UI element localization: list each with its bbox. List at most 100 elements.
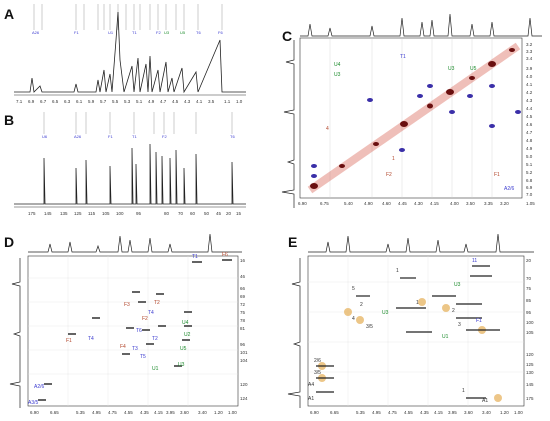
svg-text:5.1: 5.1 xyxy=(526,162,533,167)
svg-text:F2: F2 xyxy=(142,316,148,322)
svg-text:95: 95 xyxy=(136,211,142,216)
svg-text:4.55: 4.55 xyxy=(404,410,413,415)
svg-text:U3: U3 xyxy=(448,66,455,72)
svg-text:4.75: 4.75 xyxy=(388,410,397,415)
svg-text:175: 175 xyxy=(526,396,534,401)
svg-text:4: 4 xyxy=(352,316,355,322)
svg-text:A1: A1 xyxy=(308,396,314,402)
svg-text:5.35: 5.35 xyxy=(76,410,85,415)
svg-text:105: 105 xyxy=(526,330,534,335)
svg-text:F2: F2 xyxy=(386,172,392,178)
svg-text:4.95: 4.95 xyxy=(92,410,101,415)
svg-text:15: 15 xyxy=(236,211,242,216)
svg-text:104: 104 xyxy=(240,358,248,363)
svg-text:U2: U2 xyxy=(184,332,191,338)
svg-text:6.8: 6.8 xyxy=(526,178,533,183)
svg-text:45: 45 xyxy=(216,211,222,216)
svg-text:3.3: 3.3 xyxy=(526,49,533,54)
svg-text:3.4: 3.4 xyxy=(526,56,533,61)
svg-text:4.9: 4.9 xyxy=(526,146,533,151)
svg-text:75: 75 xyxy=(526,286,532,291)
svg-text:120: 120 xyxy=(526,352,534,357)
svg-text:4.15: 4.15 xyxy=(434,410,443,415)
svg-text:7.1: 7.1 xyxy=(16,99,23,104)
svg-text:4.75: 4.75 xyxy=(108,410,117,415)
svg-text:F6: F6 xyxy=(222,252,228,258)
svg-text:3/5: 3/5 xyxy=(314,370,321,376)
svg-text:3.5: 3.5 xyxy=(208,99,215,104)
svg-text:F2: F2 xyxy=(162,134,167,139)
svg-text:T1: T1 xyxy=(132,30,137,35)
svg-text:U4: U4 xyxy=(182,320,189,326)
svg-text:T5: T5 xyxy=(140,354,146,360)
panel-b-label: B xyxy=(4,112,15,128)
svg-text:3.9: 3.9 xyxy=(526,66,533,71)
svg-text:A26: A26 xyxy=(74,134,82,139)
svg-text:50: 50 xyxy=(204,211,210,216)
svg-text:T1: T1 xyxy=(132,134,137,139)
svg-text:6.1: 6.1 xyxy=(76,99,83,104)
svg-text:A2/6: A2/6 xyxy=(504,186,515,192)
svg-text:69: 69 xyxy=(240,294,246,299)
svg-text:5.9: 5.9 xyxy=(88,99,95,104)
svg-text:3.95: 3.95 xyxy=(166,410,175,415)
svg-text:1: 1 xyxy=(416,300,419,306)
svg-text:135: 135 xyxy=(60,211,68,216)
svg-text:U3: U3 xyxy=(164,30,170,35)
svg-text:T1: T1 xyxy=(400,54,406,60)
svg-text:6.90: 6.90 xyxy=(310,410,319,415)
svg-text:1.0: 1.0 xyxy=(236,99,243,104)
svg-text:T6: T6 xyxy=(230,134,235,139)
svg-text:U4: U4 xyxy=(334,62,341,68)
svg-text:3.60: 3.60 xyxy=(180,410,189,415)
svg-text:F4: F4 xyxy=(120,344,126,350)
panel-e-hmbc-spectrum: 11 F1 1 5 2 4 3/5 1 2 3 2/6 3/5 A4 A1 A1 1 U3 U1 U3 6.… xyxy=(287,233,534,415)
svg-text:5.35: 5.35 xyxy=(356,410,365,415)
svg-text:1.20: 1.20 xyxy=(500,410,509,415)
svg-text:F6: F6 xyxy=(218,30,223,35)
svg-text:6.75: 6.75 xyxy=(320,201,329,206)
svg-text:115: 115 xyxy=(88,211,96,216)
svg-text:T2: T2 xyxy=(152,336,158,342)
svg-text:6.90: 6.90 xyxy=(30,410,39,415)
svg-text:70: 70 xyxy=(526,276,532,281)
svg-text:4.4: 4.4 xyxy=(526,106,533,111)
svg-text:U1: U1 xyxy=(152,366,159,372)
svg-text:1.00: 1.00 xyxy=(514,410,523,415)
svg-text:120: 120 xyxy=(240,382,248,387)
svg-text:1: 1 xyxy=(462,388,465,394)
panel-a-proton-spectrum: A26 F1 U1 T1 F2 T6 F6 U3 U5 7.1 6.9 6.7 6.5 6.3 6.1 5… xyxy=(14,4,246,104)
svg-text:4.7: 4.7 xyxy=(526,130,533,135)
svg-text:T1: T1 xyxy=(192,254,198,260)
svg-text:F1: F1 xyxy=(74,30,79,35)
svg-text:3/5: 3/5 xyxy=(366,324,373,330)
svg-text:1.00: 1.00 xyxy=(228,410,237,415)
svg-text:4.00: 4.00 xyxy=(450,201,459,206)
svg-text:4.15: 4.15 xyxy=(154,410,163,415)
svg-text:F2: F2 xyxy=(156,30,161,35)
svg-text:5.40: 5.40 xyxy=(344,201,353,206)
svg-text:U5: U5 xyxy=(470,66,477,72)
svg-text:T3: T3 xyxy=(132,346,138,352)
svg-text:A4: A4 xyxy=(308,382,314,388)
svg-text:4.55: 4.55 xyxy=(124,410,133,415)
svg-text:T6: T6 xyxy=(136,328,142,334)
svg-text:5.0: 5.0 xyxy=(526,154,533,159)
svg-text:A3/5: A3/5 xyxy=(28,400,39,406)
svg-text:16: 16 xyxy=(240,258,246,263)
svg-text:4.8: 4.8 xyxy=(526,138,533,143)
svg-text:20: 20 xyxy=(226,211,232,216)
svg-text:A2/6: A2/6 xyxy=(34,384,45,390)
svg-text:4.45: 4.45 xyxy=(398,201,407,206)
svg-text:3: 3 xyxy=(458,322,461,328)
svg-text:11: 11 xyxy=(472,258,477,264)
svg-text:6.90: 6.90 xyxy=(298,201,307,206)
svg-text:U3: U3 xyxy=(382,310,389,316)
panel-c-label: C xyxy=(282,28,293,44)
svg-text:3.95: 3.95 xyxy=(448,410,457,415)
svg-text:3.40: 3.40 xyxy=(198,410,207,415)
svg-text:4.1: 4.1 xyxy=(526,82,533,87)
svg-text:4.60: 4.60 xyxy=(382,201,391,206)
svg-text:F1: F1 xyxy=(476,318,482,324)
svg-text:3.20: 3.20 xyxy=(500,201,509,206)
